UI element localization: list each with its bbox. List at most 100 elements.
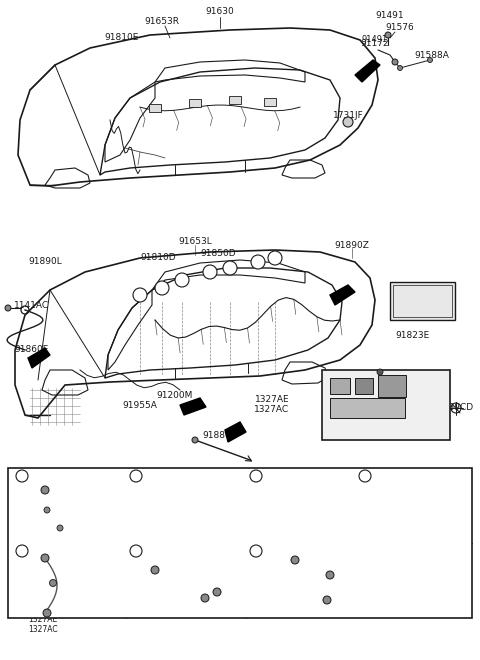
Text: 1339CD: 1339CD bbox=[438, 403, 474, 412]
Text: 1327AE: 1327AE bbox=[255, 395, 289, 405]
Bar bbox=[355, 378, 373, 394]
Text: 1327AE: 1327AE bbox=[340, 578, 369, 587]
Text: 91823E: 91823E bbox=[395, 331, 429, 339]
Circle shape bbox=[251, 255, 265, 269]
Text: 91850D: 91850D bbox=[200, 249, 236, 259]
Circle shape bbox=[130, 545, 142, 557]
Circle shape bbox=[41, 554, 49, 562]
Circle shape bbox=[213, 588, 221, 596]
Text: 1327AE: 1327AE bbox=[410, 492, 439, 502]
Text: g: g bbox=[273, 253, 277, 263]
Circle shape bbox=[16, 470, 28, 482]
Circle shape bbox=[250, 470, 262, 482]
Text: 91823L: 91823L bbox=[398, 294, 432, 302]
Circle shape bbox=[268, 251, 282, 265]
Text: 91172: 91172 bbox=[360, 38, 389, 48]
Polygon shape bbox=[225, 422, 246, 442]
Text: 1125KD: 1125KD bbox=[258, 535, 288, 544]
Circle shape bbox=[242, 479, 250, 487]
Text: 91890Z: 91890Z bbox=[335, 240, 370, 249]
Text: 91826: 91826 bbox=[344, 395, 372, 405]
Bar bbox=[322, 370, 450, 440]
Text: 91860E: 91860E bbox=[15, 345, 49, 354]
Text: e: e bbox=[228, 263, 232, 273]
Circle shape bbox=[284, 491, 292, 499]
Circle shape bbox=[155, 281, 169, 295]
Circle shape bbox=[391, 508, 399, 516]
Circle shape bbox=[192, 437, 198, 443]
Circle shape bbox=[167, 494, 173, 502]
Text: b: b bbox=[159, 284, 165, 292]
Text: d: d bbox=[207, 267, 213, 277]
Text: 1327AE: 1327AE bbox=[135, 531, 164, 541]
Bar bbox=[393, 285, 452, 317]
Circle shape bbox=[159, 519, 167, 527]
Bar bbox=[264, 98, 276, 106]
Text: 1125KE: 1125KE bbox=[80, 498, 109, 506]
Circle shape bbox=[392, 59, 398, 65]
Polygon shape bbox=[355, 60, 380, 82]
Circle shape bbox=[130, 470, 142, 482]
Text: 1125DA: 1125DA bbox=[148, 607, 178, 616]
Circle shape bbox=[385, 32, 391, 38]
Text: d: d bbox=[363, 473, 367, 479]
Text: 1327AE: 1327AE bbox=[28, 616, 57, 624]
Text: 1731JF: 1731JF bbox=[333, 110, 363, 119]
Circle shape bbox=[323, 596, 331, 604]
Circle shape bbox=[151, 566, 159, 574]
Bar bbox=[189, 99, 201, 107]
Text: 1327AC: 1327AC bbox=[285, 523, 314, 533]
Circle shape bbox=[133, 288, 147, 302]
Text: 1125KD: 1125KD bbox=[183, 541, 213, 550]
Bar bbox=[330, 398, 405, 418]
Text: 1327AC: 1327AC bbox=[28, 626, 58, 634]
Text: c: c bbox=[254, 473, 258, 479]
Text: 91491: 91491 bbox=[362, 36, 388, 44]
Text: b: b bbox=[134, 473, 138, 479]
Text: 91810D: 91810D bbox=[140, 253, 176, 263]
Circle shape bbox=[41, 486, 49, 494]
Text: f: f bbox=[257, 257, 259, 267]
Circle shape bbox=[57, 525, 63, 531]
Text: 91576: 91576 bbox=[385, 24, 414, 32]
Bar bbox=[8, 468, 472, 618]
Polygon shape bbox=[330, 285, 355, 305]
Circle shape bbox=[274, 528, 282, 536]
Text: 91200M: 91200M bbox=[157, 391, 193, 399]
Text: 1327AC: 1327AC bbox=[340, 587, 370, 597]
Circle shape bbox=[5, 305, 11, 311]
Text: 91526B: 91526B bbox=[62, 574, 91, 583]
Text: 1327AE: 1327AE bbox=[285, 513, 314, 523]
Circle shape bbox=[184, 523, 192, 529]
Circle shape bbox=[49, 579, 57, 587]
Circle shape bbox=[175, 273, 189, 287]
Circle shape bbox=[366, 478, 374, 486]
Text: 18980J: 18980J bbox=[340, 405, 372, 414]
Circle shape bbox=[291, 556, 299, 564]
Text: 91880B: 91880B bbox=[203, 430, 238, 440]
Circle shape bbox=[343, 117, 353, 127]
Circle shape bbox=[203, 265, 217, 279]
Text: 1327AC: 1327AC bbox=[135, 541, 165, 550]
Polygon shape bbox=[28, 348, 50, 368]
Circle shape bbox=[16, 545, 28, 557]
Text: 91505E: 91505E bbox=[385, 471, 414, 480]
Text: 91810E: 91810E bbox=[105, 34, 139, 42]
Bar bbox=[149, 104, 161, 112]
Text: 91890L: 91890L bbox=[28, 257, 62, 267]
Text: 91491: 91491 bbox=[376, 11, 404, 20]
Circle shape bbox=[201, 594, 209, 602]
Circle shape bbox=[326, 571, 334, 579]
Text: 91630: 91630 bbox=[205, 7, 234, 16]
Circle shape bbox=[44, 507, 50, 513]
Text: 1327AC: 1327AC bbox=[254, 405, 289, 414]
Bar bbox=[229, 96, 241, 104]
Text: 1327AC: 1327AC bbox=[410, 502, 440, 512]
Text: e: e bbox=[20, 548, 24, 554]
Text: a: a bbox=[138, 290, 143, 300]
Text: 1141AC: 1141AC bbox=[14, 300, 49, 310]
Circle shape bbox=[129, 484, 137, 492]
Text: 91653L: 91653L bbox=[178, 238, 212, 246]
Bar bbox=[330, 378, 350, 394]
Bar bbox=[390, 282, 455, 320]
